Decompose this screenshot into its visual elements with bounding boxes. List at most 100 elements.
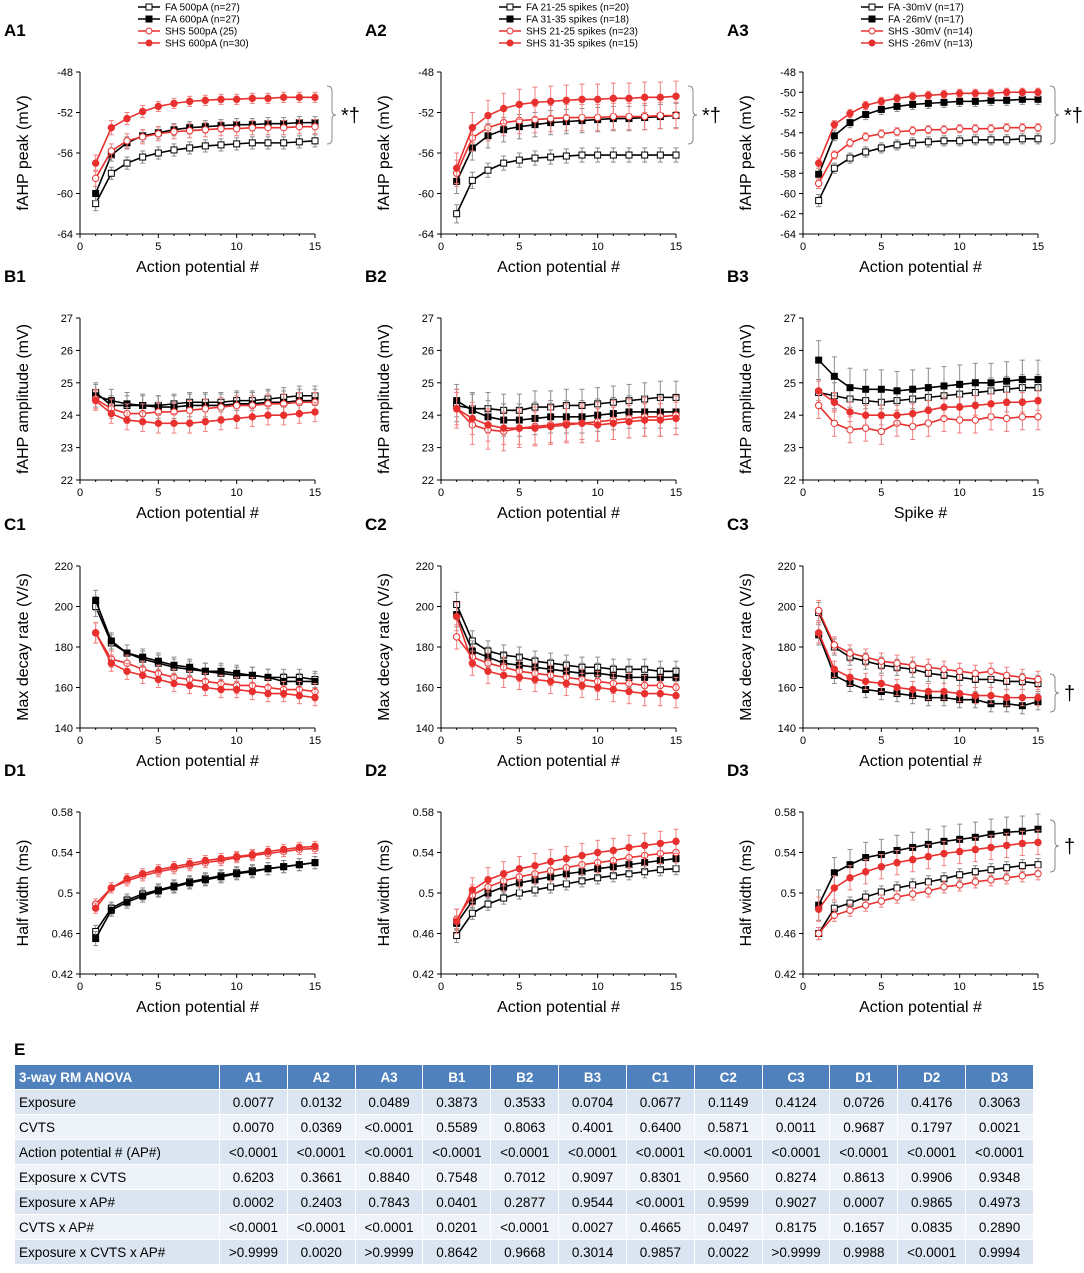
data-point xyxy=(908,409,917,418)
data-point xyxy=(233,870,241,878)
data-point xyxy=(909,385,917,393)
data-point xyxy=(656,689,665,698)
series-shs-30mv-n-14- xyxy=(814,123,1042,189)
x-tick-label: 0 xyxy=(800,735,806,747)
y-tick-label: 0.54 xyxy=(52,848,73,860)
series-shs-31-35-spikes-n-15- xyxy=(452,80,680,184)
data-point xyxy=(830,419,839,427)
table-header-row: 3-way RM ANOVA A1 A2 A3 B1 B2 B3 C1 C2 C3 D1 D2 D3 xyxy=(14,1064,1034,1090)
data-point xyxy=(1003,96,1011,104)
data-point xyxy=(201,142,209,150)
data-point xyxy=(862,385,870,393)
data-point xyxy=(955,403,964,411)
data-point xyxy=(830,869,838,877)
data-point xyxy=(987,876,995,884)
series-fa-600pa xyxy=(92,856,319,947)
data-point xyxy=(547,153,555,161)
data-point xyxy=(217,873,225,881)
table-header-cell: C3 xyxy=(761,1064,831,1090)
data-point xyxy=(562,96,571,105)
y-tick-label: -64 xyxy=(57,229,73,241)
table-cell: <0.0001 xyxy=(558,1139,627,1165)
legend-item: FA -26mV (n=17) xyxy=(861,15,964,26)
x-tick-label: 15 xyxy=(670,735,682,747)
table-cell: 0.9097 xyxy=(558,1164,627,1190)
legend-label: SHS 21-25 spikes (n=23) xyxy=(526,27,638,38)
data-point xyxy=(185,859,194,868)
data-point xyxy=(170,128,178,136)
significance-bracket xyxy=(1049,673,1060,713)
x-tick-label: 0 xyxy=(77,241,83,253)
table-cell: 0.9994 xyxy=(965,1239,1034,1265)
data-point xyxy=(170,146,178,154)
data-point xyxy=(940,883,948,891)
x-tick-label: 15 xyxy=(670,487,682,499)
x-tick-label: 5 xyxy=(155,981,161,993)
data-point xyxy=(185,127,194,135)
data-point xyxy=(232,401,241,410)
data-point xyxy=(562,152,570,160)
legend-marker xyxy=(868,15,876,23)
series-shs-26mv-n-13- xyxy=(814,87,1042,169)
legend-item: FA 21-25 spikes (n=20) xyxy=(499,3,629,14)
panel-label-E: E xyxy=(14,1040,26,1059)
data-point xyxy=(924,406,933,415)
data-point xyxy=(940,849,948,858)
table-cell: 0.9857 xyxy=(625,1239,695,1265)
data-point xyxy=(295,122,304,131)
data-point xyxy=(893,884,901,892)
data-point xyxy=(877,97,886,106)
significance-marker: *† xyxy=(1064,105,1083,127)
y-axis-title: Half width (ms) xyxy=(15,840,32,947)
data-point xyxy=(987,667,995,675)
data-point xyxy=(908,661,917,669)
data-point xyxy=(91,629,100,637)
anova-table: 3-way RM ANOVA A1 A2 A3 B1 B2 B3 C1 C2 C3 D1 D2 D3 E… xyxy=(14,1064,1034,1265)
data-point xyxy=(877,862,886,871)
series-fa-600pa xyxy=(92,589,319,691)
table-cell: <0.0001 xyxy=(761,1139,831,1165)
data-point xyxy=(672,414,680,423)
table-cell: 0.9560 xyxy=(693,1164,763,1190)
data-point xyxy=(154,887,162,895)
data-point xyxy=(672,111,680,120)
data-point xyxy=(295,138,303,146)
data-point xyxy=(846,119,854,127)
table-cell: <0.0001 xyxy=(354,1214,424,1240)
table-row-label: Exposure x AP# xyxy=(14,1189,220,1215)
series-shs-600pa xyxy=(91,622,319,707)
data-point xyxy=(971,97,979,105)
table-row-label: Action potential # (AP#) xyxy=(14,1139,220,1165)
data-point xyxy=(846,874,854,882)
table-cell: 0.0201 xyxy=(422,1214,492,1240)
legend-marker xyxy=(145,3,153,11)
x-tick-label: 0 xyxy=(438,487,444,499)
panel-label-D3: D3 xyxy=(727,761,749,780)
data-point xyxy=(955,881,964,889)
data-point xyxy=(656,416,665,424)
panel-B1: B1 22 23 24 25 26 27 0 5 10 15 Action potential # fA… xyxy=(4,267,321,522)
x-tick-label: 15 xyxy=(1032,487,1044,499)
table-cell: 0.2890 xyxy=(965,1214,1034,1240)
data-point xyxy=(846,906,854,914)
data-point xyxy=(908,422,917,431)
data-point xyxy=(814,401,823,410)
data-point xyxy=(499,671,508,680)
table-cell: <0.0001 xyxy=(219,1214,288,1240)
x-tick-label: 0 xyxy=(800,981,806,993)
data-point xyxy=(672,865,680,873)
table-row: Exposure 0.0077 0.0132 0.0489 0.3873 0.3533 0.… xyxy=(14,1089,1034,1115)
data-point xyxy=(546,422,555,431)
data-point xyxy=(201,856,210,865)
data-point xyxy=(593,95,602,104)
data-point xyxy=(311,842,319,851)
panel-C1: C1 140 160 180 200 220 0 5 10 15 Action potential … xyxy=(4,515,321,770)
data-point xyxy=(909,139,917,147)
data-point xyxy=(468,414,477,423)
data-point xyxy=(1002,693,1011,702)
data-point xyxy=(908,685,917,694)
legend-label: SHS 600pA (n=30) xyxy=(165,39,249,50)
table-cell: 0.4665 xyxy=(625,1214,695,1240)
y-tick-label: 0.5 xyxy=(781,888,796,900)
table-header-cell: A3 xyxy=(354,1064,424,1090)
